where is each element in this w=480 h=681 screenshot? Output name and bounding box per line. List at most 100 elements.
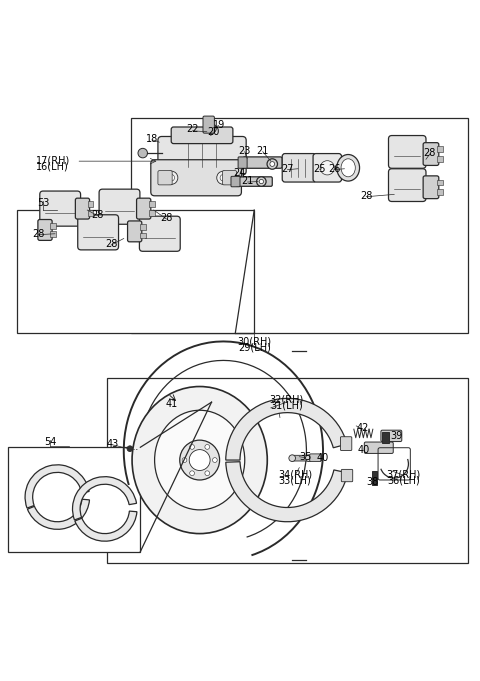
Bar [149,202,155,207]
Text: 41: 41 [165,398,177,409]
Text: 37(RH): 37(RH) [386,469,421,479]
Circle shape [205,445,210,449]
Ellipse shape [320,161,335,175]
Text: 28: 28 [105,239,117,249]
Bar [88,210,94,216]
Circle shape [305,455,312,462]
Wedge shape [72,477,136,520]
FancyBboxPatch shape [203,116,215,133]
Wedge shape [25,465,89,508]
Text: 22: 22 [186,125,199,134]
Circle shape [217,171,230,185]
Bar [50,232,56,237]
FancyBboxPatch shape [222,171,237,185]
Text: 28: 28 [160,213,173,223]
Text: 21: 21 [257,146,269,156]
Bar [437,156,443,161]
Text: 35: 35 [300,452,312,462]
Circle shape [180,440,219,480]
FancyBboxPatch shape [310,454,321,462]
Text: 33(LH): 33(LH) [279,475,312,486]
Text: 23: 23 [239,146,251,156]
Text: 24: 24 [233,168,245,178]
Text: 19: 19 [213,120,225,129]
FancyBboxPatch shape [158,136,246,175]
FancyBboxPatch shape [137,198,151,219]
Bar [8,447,140,552]
Ellipse shape [259,179,264,184]
Bar [17,210,254,334]
Ellipse shape [341,159,355,177]
Text: 16(LH): 16(LH) [36,161,69,172]
Text: 43: 43 [107,439,119,449]
Ellipse shape [155,410,245,510]
FancyBboxPatch shape [423,142,439,165]
Circle shape [289,455,296,462]
Text: 18: 18 [146,134,158,144]
FancyBboxPatch shape [364,442,393,454]
Bar [383,432,389,443]
Circle shape [168,174,175,181]
Text: 27: 27 [281,163,294,174]
FancyBboxPatch shape [75,198,90,219]
Text: 21: 21 [241,176,254,186]
Ellipse shape [270,161,275,166]
Circle shape [182,458,187,462]
FancyBboxPatch shape [128,221,142,242]
Text: 26: 26 [328,163,340,174]
Ellipse shape [257,177,266,187]
Circle shape [138,148,147,158]
Circle shape [189,449,210,471]
Bar [107,379,468,563]
Ellipse shape [337,155,360,181]
Wedge shape [226,398,347,460]
Bar [149,210,155,216]
FancyBboxPatch shape [171,127,233,144]
FancyBboxPatch shape [139,216,180,251]
FancyBboxPatch shape [78,215,119,250]
Text: 28: 28 [32,229,45,239]
Text: 31(LH): 31(LH) [270,401,303,411]
Circle shape [220,174,227,181]
Bar [140,224,145,230]
Text: 20: 20 [208,127,220,137]
Circle shape [213,458,217,462]
Text: 36(LH): 36(LH) [387,475,420,486]
Text: 32(RH): 32(RH) [269,395,304,405]
Circle shape [190,445,194,449]
FancyBboxPatch shape [236,177,272,187]
Text: 40: 40 [316,453,329,463]
Text: 42: 42 [356,424,369,433]
FancyBboxPatch shape [282,154,316,182]
FancyBboxPatch shape [231,176,240,187]
Text: 28: 28 [423,148,436,158]
Wedge shape [75,511,137,541]
Bar [437,146,443,152]
Bar [131,118,468,334]
Circle shape [190,471,194,475]
Circle shape [205,471,210,475]
FancyBboxPatch shape [381,430,402,441]
Circle shape [165,171,178,185]
FancyBboxPatch shape [99,189,140,224]
Text: 28: 28 [92,210,104,220]
FancyBboxPatch shape [243,157,282,168]
FancyBboxPatch shape [313,154,342,182]
Text: 40: 40 [357,445,370,455]
FancyBboxPatch shape [38,219,52,240]
Text: 39: 39 [390,431,403,441]
Text: 53: 53 [37,198,49,208]
Bar [437,189,443,195]
Bar [50,223,56,229]
Bar [88,202,94,207]
FancyBboxPatch shape [238,157,247,168]
Text: 17(RH): 17(RH) [36,155,70,165]
Wedge shape [226,462,348,522]
Text: 30(RH): 30(RH) [237,336,271,347]
Bar [140,233,145,238]
Text: 25: 25 [313,163,326,174]
Text: 28: 28 [360,191,372,201]
FancyBboxPatch shape [340,437,352,451]
Bar [437,180,443,185]
Bar [372,471,377,485]
